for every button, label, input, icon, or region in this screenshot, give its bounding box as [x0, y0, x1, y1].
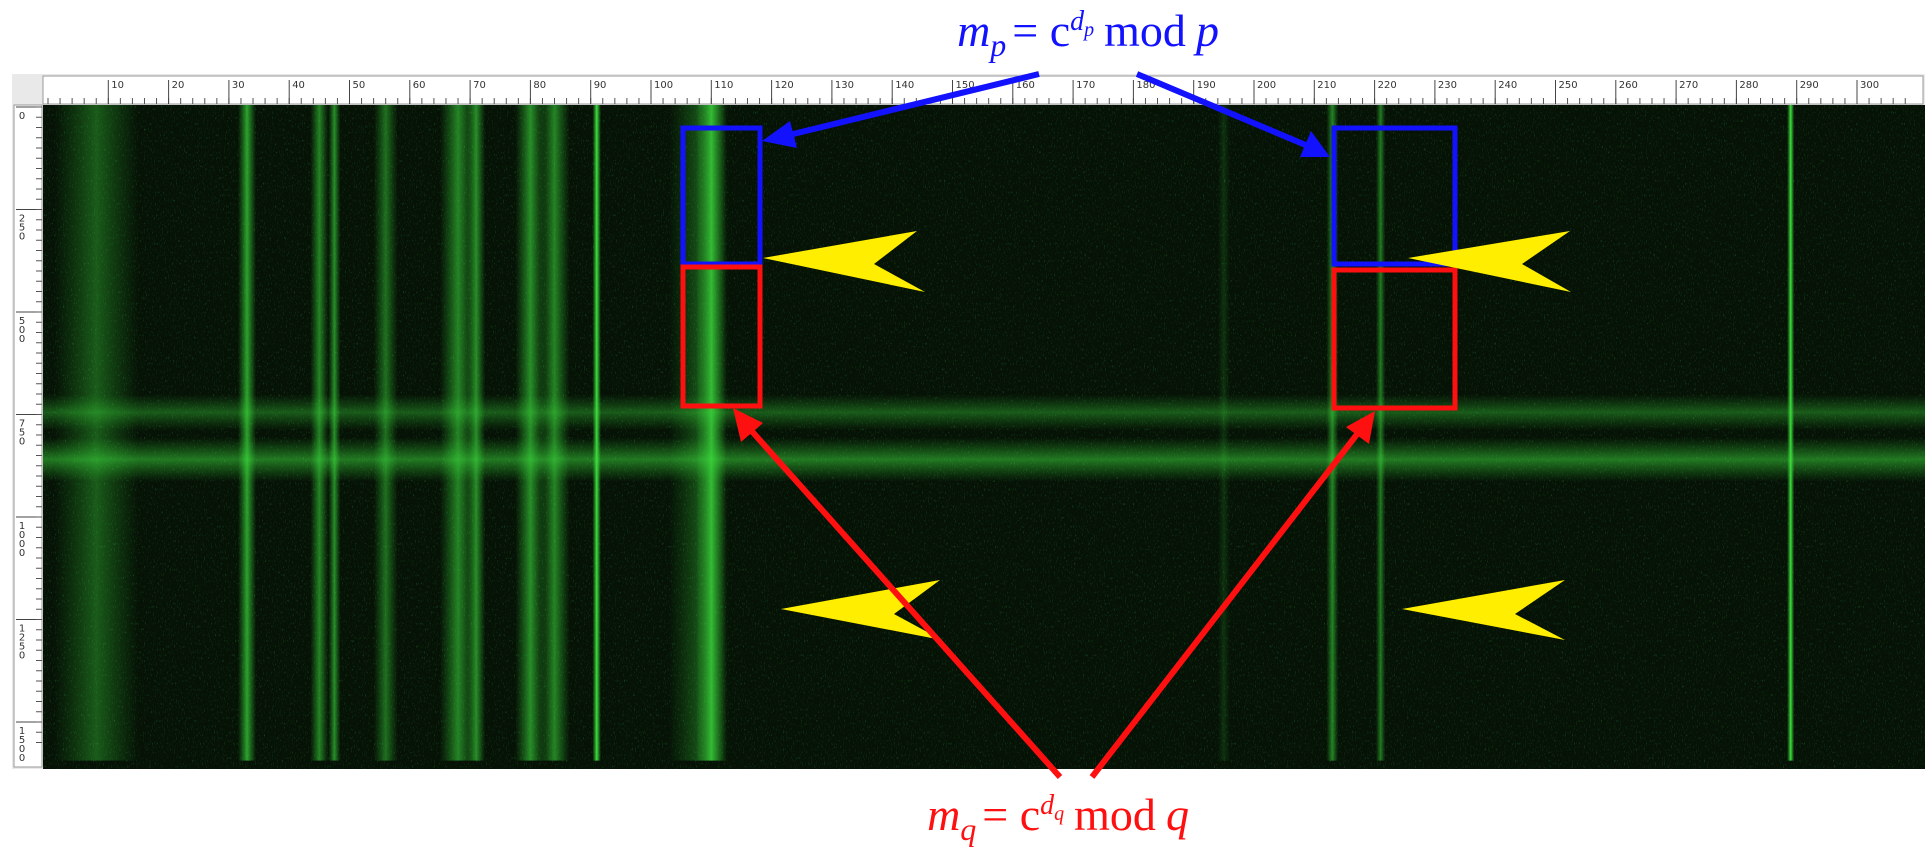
annotations	[680, 71, 1571, 779]
eq-mod-var: q	[1166, 789, 1189, 840]
box-mq-2	[1331, 267, 1458, 411]
ruler-x-label: 280	[1739, 80, 1758, 91]
ruler-x-label: 250	[1559, 80, 1578, 91]
ruler-x-label: 200	[1257, 80, 1276, 91]
red-arrow	[1089, 431, 1361, 779]
eq-op: = c	[982, 789, 1040, 840]
eq-exp-sub: p	[1082, 19, 1094, 41]
ruler-x-label: 180	[1136, 80, 1155, 91]
ruler-x-label: 50	[353, 80, 366, 91]
ruler-y-label: 0	[17, 111, 28, 120]
box-mp-2	[1331, 125, 1458, 267]
ruler-x-label: 10	[111, 80, 124, 91]
ruler-x-label: 290	[1800, 80, 1819, 91]
ruler-x-label: 120	[775, 80, 794, 91]
eq-sub: q	[960, 811, 976, 847]
blue-arrowhead	[1300, 131, 1330, 157]
ruler-x-label: 30	[232, 80, 245, 91]
ruler-left	[13, 104, 43, 768]
ruler-x-label: 230	[1438, 80, 1457, 91]
box-mp-1	[680, 125, 763, 267]
eq-exp: d	[1040, 790, 1055, 821]
ruler-x-label: 270	[1679, 80, 1698, 91]
blue-arrow	[1135, 71, 1310, 149]
ruler-x-label: 260	[1619, 80, 1638, 91]
eq-mod-var: p	[1193, 5, 1219, 56]
eq-sub: p	[988, 27, 1006, 63]
pointer-arrows	[733, 71, 1375, 779]
ruler-x-label: 210	[1317, 80, 1336, 91]
ruler-x-label: 190	[1197, 80, 1216, 91]
eq-var: m	[957, 5, 990, 56]
eq-exp-sub: q	[1054, 803, 1064, 825]
ruler-y-label: 1000	[17, 521, 28, 557]
blue-arrow	[784, 71, 1040, 139]
ruler-x-label: 130	[835, 80, 854, 91]
ruler-x-label: 110	[714, 80, 733, 91]
red-arrowhead	[1346, 411, 1375, 444]
ruler-x-label: 300	[1860, 80, 1879, 91]
red-arrow	[746, 426, 1063, 779]
red-arrowhead	[733, 408, 763, 442]
ruler-x-label: 20	[172, 80, 185, 91]
ruler-x-label: 60	[413, 80, 426, 91]
ruler: 10 20 30 40 50 60 70 80 90 100 110 120 130 140 150 160 1…	[13, 75, 1924, 768]
ruler-y-label: 750	[17, 419, 28, 446]
ruler-x-label: 80	[533, 80, 546, 91]
yellow-arrow	[1402, 580, 1565, 640]
yellow-arrow	[1408, 231, 1571, 292]
ruler-x-label: 150	[956, 80, 975, 91]
ruler-x-label: 90	[594, 80, 607, 91]
equation-mq: mq = cdq mod q	[927, 789, 1189, 847]
eq-mod: mod	[1074, 789, 1156, 840]
ruler-x-label: 70	[473, 80, 486, 91]
ruler-x-label: 40	[292, 80, 305, 91]
ruler-y-label: 1500	[17, 726, 28, 762]
ruler-x-label: 170	[1076, 80, 1095, 91]
ruler-x-label: 100	[654, 80, 673, 91]
eq-op: = c	[1012, 5, 1070, 56]
ruler-y-label: 1250	[17, 624, 28, 660]
yellow-arrow	[763, 231, 925, 292]
eq-exp: d	[1070, 6, 1085, 37]
ruler-x-label: 140	[895, 80, 914, 91]
equation-mp: mp = cdp mod p	[957, 5, 1219, 63]
eq-mod: mod	[1104, 5, 1186, 56]
ruler-x-label: 220	[1378, 80, 1397, 91]
ruler-x-label: 160	[1016, 80, 1035, 91]
eq-var: m	[927, 789, 960, 840]
spectrogram-noise	[43, 105, 1925, 769]
ruler-y-label: 500	[17, 316, 28, 343]
ruler-y-label: 250	[17, 214, 28, 241]
box-mq-1	[680, 264, 763, 409]
blue-arrowhead	[762, 121, 797, 148]
ruler-x-label: 240	[1498, 80, 1517, 91]
